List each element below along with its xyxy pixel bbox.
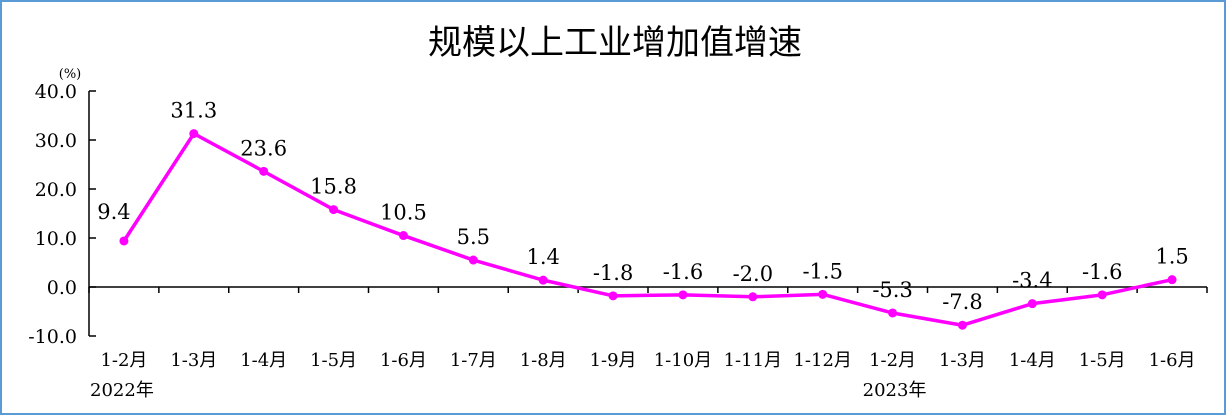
x-category-label: 1-6月 (380, 350, 427, 371)
data-label: -1.6 (1082, 260, 1123, 284)
data-point (1167, 275, 1177, 285)
data-point (189, 129, 199, 139)
x-category-label: 1-5月 (310, 350, 357, 371)
data-point (888, 308, 898, 318)
x-category-label: 1-8月 (520, 350, 567, 371)
y-tick-label: -10.0 (28, 326, 77, 348)
x-category-label: 1-9月 (590, 350, 637, 371)
x-category-label: 1-5月 (1079, 350, 1126, 371)
data-label: 1.4 (526, 245, 559, 269)
x-category-label: 1-4月 (1009, 350, 1056, 371)
x-category-label: 1-10月 (654, 350, 712, 371)
x-category-label: 1-6月 (1149, 350, 1196, 371)
data-points (119, 129, 1177, 330)
data-point (468, 255, 478, 265)
data-label: 23.6 (240, 136, 287, 160)
data-point (1027, 299, 1037, 309)
x-category-label: 1-3月 (170, 350, 217, 371)
axes (88, 90, 1208, 337)
data-point (259, 166, 269, 176)
x-category-label: 1-4月 (240, 350, 287, 371)
data-label: -3.4 (1012, 269, 1053, 293)
y-tick-label: 30.0 (35, 130, 77, 152)
data-label: 9.4 (97, 200, 130, 224)
data-point (398, 231, 408, 241)
data-point (538, 275, 548, 285)
data-label: -1.8 (593, 261, 634, 285)
data-label: -1.6 (663, 260, 704, 284)
data-point (748, 292, 758, 302)
y-tick-label: 10.0 (35, 228, 77, 250)
x-category-label: 1-12月 (793, 350, 851, 371)
data-label: 10.5 (380, 201, 427, 225)
data-label: -7.8 (942, 290, 983, 314)
data-label: -2.0 (733, 262, 774, 286)
y-tick-label: 20.0 (35, 179, 77, 201)
series-polyline (122, 131, 1173, 327)
data-point (678, 290, 688, 300)
data-label: 15.8 (310, 175, 357, 199)
data-point (957, 320, 967, 330)
series-line (122, 131, 1173, 327)
y-tick-label: 0.0 (47, 277, 77, 299)
data-label: 31.3 (170, 99, 217, 123)
data-labels: 9.4 31.3 23.6 15.8 10.5 5.5 1.4 -1.8 -1.6 -2.0 -1.… (97, 99, 1189, 315)
x-category-label: 1-11月 (724, 350, 782, 371)
year-label-2022: 2022年 (90, 380, 154, 401)
chart-title: 规模以上工业增加值增速 (428, 23, 802, 63)
x-category-label: 1-2月 (869, 350, 916, 371)
y-unit-label: (%) (59, 67, 82, 82)
y-tick-label: 40.0 (35, 81, 77, 103)
data-point (818, 289, 828, 299)
x-category-label: 1-2月 (100, 350, 147, 371)
year-label-2023: 2023年 (863, 380, 927, 401)
data-label: 5.5 (457, 225, 490, 249)
data-point (329, 205, 339, 215)
data-label: 1.5 (1155, 245, 1188, 269)
data-label: -1.5 (802, 259, 843, 283)
data-point (1097, 290, 1107, 300)
x-category-label: 1-3月 (939, 350, 986, 371)
data-point (608, 291, 618, 301)
x-category-labels: 1-2月 1-3月 1-4月 1-5月 1-6月 1-7月 1-8月 1-9月 1-10月 1-1… (100, 350, 1195, 371)
data-label: -5.3 (872, 278, 913, 302)
data-point (119, 236, 129, 246)
x-category-label: 1-7月 (450, 350, 497, 371)
y-tick-labels: 40.0 30.0 20.0 10.0 0.0 -10.0 (28, 81, 77, 348)
